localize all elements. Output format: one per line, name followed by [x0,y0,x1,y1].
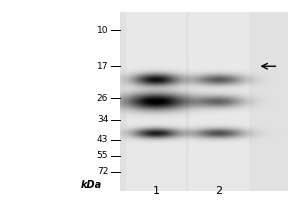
Text: 10: 10 [97,26,108,35]
Text: kDa: kDa [81,180,102,190]
Bar [126,13,186,191]
Text: 43: 43 [97,135,108,144]
Text: 17: 17 [97,62,108,71]
Bar [189,13,248,191]
Text: 72: 72 [97,167,108,176]
Bar [120,13,287,191]
Text: 26: 26 [97,94,108,103]
Text: 55: 55 [97,151,108,160]
Text: 2: 2 [215,186,222,196]
Text: 1: 1 [152,186,160,196]
Text: 34: 34 [97,115,108,124]
